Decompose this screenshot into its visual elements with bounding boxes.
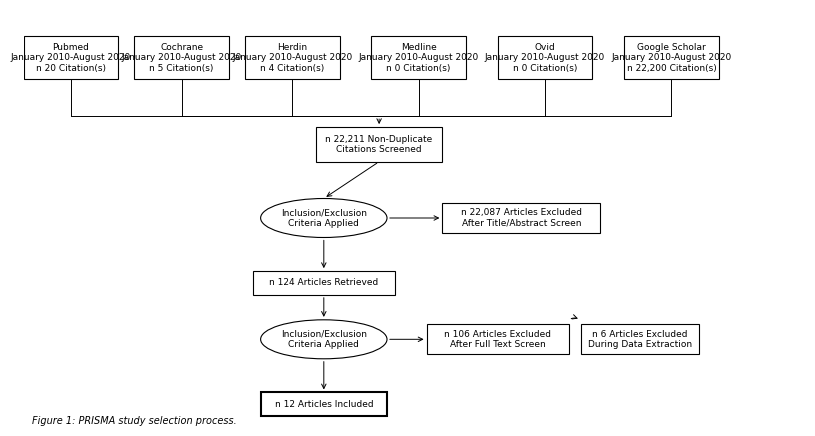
Text: Google Scholar
January 2010-August 2020
n 22,200 Citation(s): Google Scholar January 2010-August 2020 … xyxy=(611,43,732,73)
FancyBboxPatch shape xyxy=(316,127,443,162)
Ellipse shape xyxy=(261,198,387,238)
FancyBboxPatch shape xyxy=(261,392,387,416)
Text: Pubmed
January 2010-August 2020
n 20 Citation(s): Pubmed January 2010-August 2020 n 20 Cit… xyxy=(11,43,131,73)
Text: n 12 Articles Included: n 12 Articles Included xyxy=(275,400,373,409)
FancyBboxPatch shape xyxy=(253,271,395,295)
Text: Inclusion/Exclusion
Criteria Applied: Inclusion/Exclusion Criteria Applied xyxy=(281,330,367,349)
Text: Ovid
January 2010-August 2020
n 0 Citation(s): Ovid January 2010-August 2020 n 0 Citati… xyxy=(485,43,606,73)
Text: Figure 1: PRISMA study selection process.: Figure 1: PRISMA study selection process… xyxy=(32,416,236,426)
FancyBboxPatch shape xyxy=(244,36,340,79)
Text: n 124 Articles Retrieved: n 124 Articles Retrieved xyxy=(269,279,378,287)
FancyBboxPatch shape xyxy=(580,324,699,354)
FancyBboxPatch shape xyxy=(371,36,466,79)
FancyBboxPatch shape xyxy=(134,36,229,79)
Text: n 6 Articles Excluded
During Data Extraction: n 6 Articles Excluded During Data Extrac… xyxy=(588,330,692,349)
Text: n 22,087 Articles Excluded
After Title/Abstract Screen: n 22,087 Articles Excluded After Title/A… xyxy=(460,208,582,228)
FancyBboxPatch shape xyxy=(498,36,593,79)
Text: Inclusion/Exclusion
Criteria Applied: Inclusion/Exclusion Criteria Applied xyxy=(281,208,367,228)
Ellipse shape xyxy=(261,320,387,359)
FancyBboxPatch shape xyxy=(24,36,118,79)
Text: Herdin
January 2010-August 2020
n 4 Citation(s): Herdin January 2010-August 2020 n 4 Cita… xyxy=(232,43,352,73)
Text: n 22,211 Non-Duplicate
Citations Screened: n 22,211 Non-Duplicate Citations Screene… xyxy=(325,135,433,154)
Text: n 106 Articles Excluded
After Full Text Screen: n 106 Articles Excluded After Full Text … xyxy=(444,330,551,349)
FancyBboxPatch shape xyxy=(426,324,569,354)
FancyBboxPatch shape xyxy=(624,36,719,79)
Text: Medline
January 2010-August 2020
n 0 Citation(s): Medline January 2010-August 2020 n 0 Cit… xyxy=(359,43,478,73)
Text: Cochrane
January 2010-August 2020
n 5 Citation(s): Cochrane January 2010-August 2020 n 5 Ci… xyxy=(121,43,242,73)
FancyBboxPatch shape xyxy=(443,203,601,233)
